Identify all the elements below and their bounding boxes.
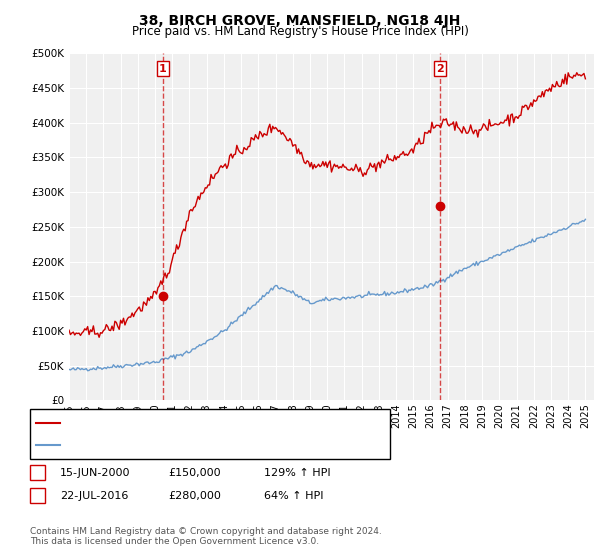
Text: 38, BIRCH GROVE, MANSFIELD, NG18 4JH: 38, BIRCH GROVE, MANSFIELD, NG18 4JH: [139, 14, 461, 28]
Text: 22-JUL-2016: 22-JUL-2016: [60, 491, 128, 501]
Text: 64% ↑ HPI: 64% ↑ HPI: [264, 491, 323, 501]
Text: 15-JUN-2000: 15-JUN-2000: [60, 468, 131, 478]
Text: 1: 1: [34, 468, 41, 478]
Text: 2: 2: [34, 491, 41, 501]
Text: Price paid vs. HM Land Registry's House Price Index (HPI): Price paid vs. HM Land Registry's House …: [131, 25, 469, 38]
Text: Contains HM Land Registry data © Crown copyright and database right 2024.
This d: Contains HM Land Registry data © Crown c…: [30, 526, 382, 546]
Text: HPI: Average price, detached house, Mansfield: HPI: Average price, detached house, Mans…: [63, 440, 306, 450]
Text: £280,000: £280,000: [168, 491, 221, 501]
Text: 38, BIRCH GROVE, MANSFIELD, NG18 4JH (detached house): 38, BIRCH GROVE, MANSFIELD, NG18 4JH (de…: [63, 418, 373, 428]
Text: 2: 2: [436, 64, 444, 73]
Text: £150,000: £150,000: [168, 468, 221, 478]
Text: 129% ↑ HPI: 129% ↑ HPI: [264, 468, 331, 478]
Text: 1: 1: [159, 64, 167, 73]
